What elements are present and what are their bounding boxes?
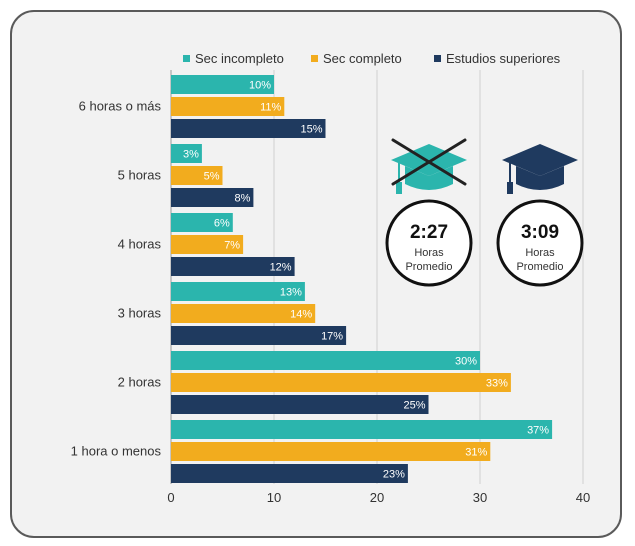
data-label: 10% — [249, 80, 271, 92]
data-label: 17% — [321, 331, 343, 343]
data-label: 15% — [300, 124, 322, 136]
legend-label: Sec completo — [323, 51, 402, 66]
legend-label: Estudios superiores — [446, 51, 561, 66]
bar — [171, 420, 553, 439]
bar — [171, 97, 285, 116]
category-label: 3 horas — [118, 306, 162, 321]
average-badge: 3:09 Horas Promedio — [496, 144, 584, 287]
bar — [171, 188, 254, 207]
bar — [171, 213, 233, 232]
data-label: 37% — [527, 425, 549, 437]
category-label: 5 horas — [118, 168, 162, 183]
x-tick-label: 10 — [267, 490, 281, 505]
data-label: 3% — [183, 149, 199, 161]
category-label: 2 horas — [118, 375, 162, 390]
legend-swatch — [311, 55, 318, 62]
x-tick-label: 30 — [473, 490, 487, 505]
bars: 10% 11% 15% 3% 5% 8% 6% 7% 12% 13% 14% 17% 30% 33% 25%… — [171, 75, 553, 483]
average-caption: Promedio — [516, 261, 563, 273]
x-tick-label: 20 — [370, 490, 384, 505]
x-tick-label: 0 — [167, 490, 174, 505]
data-label: 13% — [280, 287, 302, 299]
bar — [171, 351, 480, 370]
average-time: 3:09 — [521, 222, 559, 243]
data-label: 33% — [486, 378, 508, 390]
data-label: 5% — [204, 171, 220, 183]
category-labels: 6 horas o más 5 horas 4 horas 3 horas 2 hora… — [71, 99, 162, 459]
bar — [171, 144, 202, 163]
x-tick-labels: 0 10 20 30 40 — [167, 490, 590, 505]
bar — [171, 119, 326, 138]
crossed-graduation-cap-icon — [391, 138, 467, 194]
cross-line — [391, 138, 467, 186]
graduation-cap-icon — [502, 144, 578, 194]
bar — [171, 235, 244, 254]
bar — [171, 75, 274, 94]
bar — [171, 395, 429, 414]
legend-swatch — [183, 55, 190, 62]
data-label: 8% — [234, 193, 250, 205]
legend-swatch — [434, 55, 441, 62]
bar — [171, 257, 295, 276]
bar — [171, 373, 511, 392]
legend-label: Sec incompleto — [195, 51, 284, 66]
bar — [171, 282, 305, 301]
average-hours-badges: 2:27 Horas Promedio 3:09 Horas Promedio — [385, 138, 584, 287]
bar — [171, 304, 316, 323]
data-label: 30% — [455, 356, 477, 368]
bar — [171, 326, 347, 345]
data-label: 6% — [214, 218, 230, 230]
bar — [171, 442, 491, 461]
category-label: 1 hora o menos — [71, 444, 162, 459]
average-unit: Horas — [414, 247, 444, 259]
data-label: 25% — [403, 400, 425, 412]
average-caption: Promedio — [405, 261, 452, 273]
data-label: 23% — [383, 469, 405, 481]
data-label: 31% — [465, 447, 487, 459]
average-unit: Horas — [525, 247, 555, 259]
data-label: 11% — [260, 102, 281, 114]
category-label: 4 horas — [118, 237, 162, 252]
data-label: 12% — [270, 262, 292, 274]
gridlines — [170, 70, 584, 484]
average-badge: 2:27 Horas Promedio — [385, 138, 473, 287]
average-circle — [496, 199, 584, 287]
data-label: 7% — [224, 240, 240, 252]
category-label: 6 horas o más — [79, 99, 162, 114]
bar — [171, 166, 223, 185]
data-label: 14% — [290, 309, 312, 321]
average-time: 2:27 — [410, 222, 448, 243]
bar — [171, 464, 408, 483]
legend: Sec incompleto Sec completo Estudios super… — [183, 51, 561, 66]
x-tick-label: 40 — [576, 490, 590, 505]
average-circle — [385, 199, 473, 287]
